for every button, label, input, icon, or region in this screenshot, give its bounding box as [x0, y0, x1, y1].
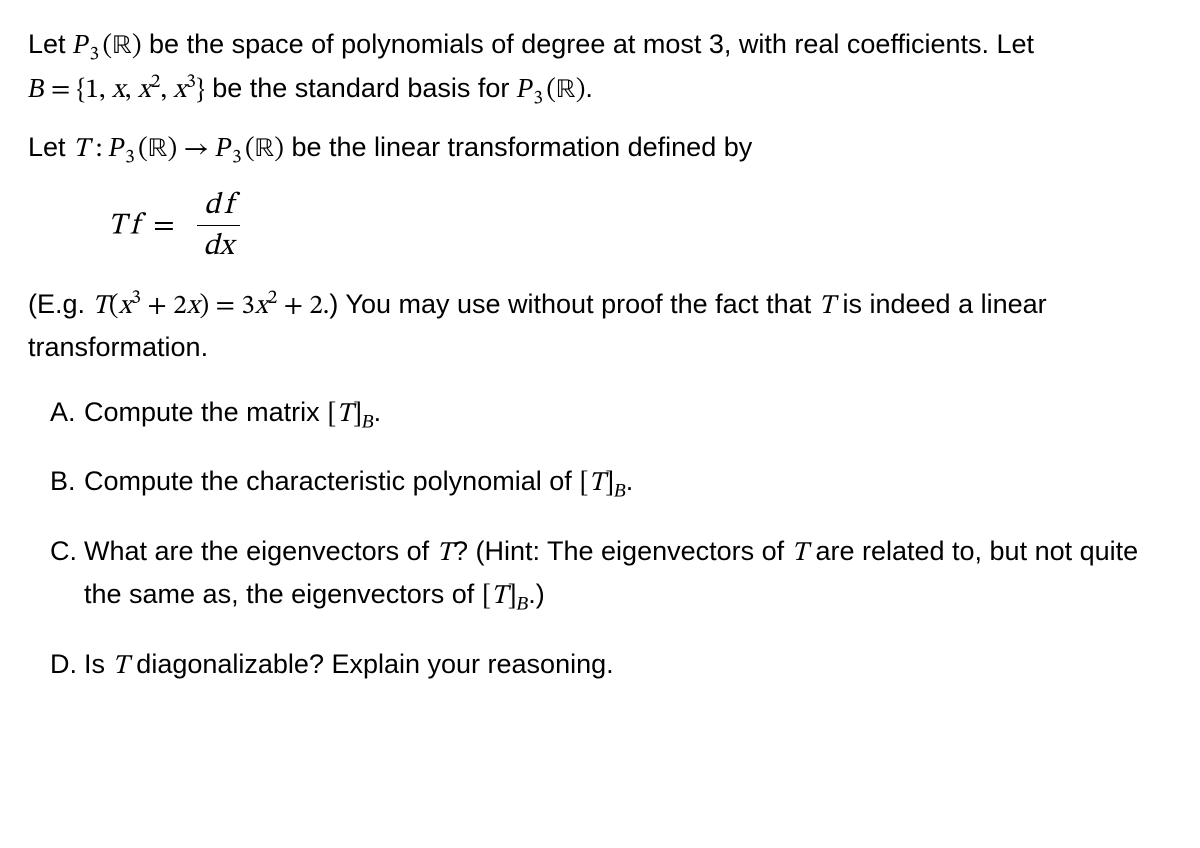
text: be the space of polynomials of degree at… [149, 29, 1034, 59]
text: Compute the matrix [84, 397, 327, 427]
text: ) You may use without proof the fact tha… [329, 289, 818, 319]
math-TB: [T]B [482, 583, 529, 610]
part-d-marker: D. [50, 644, 84, 688]
math-TB: [T]B [579, 470, 626, 497]
part-a-body: Compute the matrix [T]B. [84, 392, 381, 436]
transform-paragraph: Let T : P3 (ℝ) → P3 (ℝ) be the linear tr… [28, 127, 1172, 171]
math-T: T [113, 653, 129, 680]
part-a-marker: A. [50, 392, 84, 436]
text: (E.g. [28, 289, 93, 319]
part-d-body: Is T diagonalizable? Explain your reason… [84, 644, 614, 688]
math-basis-def: B = {1, x, x2, x3} [28, 77, 205, 104]
text: Is [84, 649, 113, 679]
text: ? (Hint: The eigenvectors of [453, 536, 792, 566]
math-example: T(x3 + 2x) = 3x2 + 2. [93, 293, 330, 320]
math-TB: [T]B [327, 401, 374, 428]
math-T: T [437, 540, 453, 567]
math-map: T : P3 (ℝ) → P3 (ℝ) [73, 136, 284, 163]
part-b-body: Compute the characteristic polynomial of… [84, 461, 633, 505]
text: . [626, 466, 634, 496]
part-c: C. What are the eigenvectors of T? (Hint… [50, 531, 1172, 618]
text: Let [28, 29, 73, 59]
text: be the standard basis for [212, 73, 517, 103]
text: be the linear transformation defined by [291, 132, 752, 162]
math-p3r: P3 (ℝ) [73, 33, 141, 60]
text: . [585, 73, 593, 103]
part-d: D. Is T diagonalizable? Explain your rea… [50, 644, 1172, 688]
text: Compute the characteristic polynomial of [84, 466, 579, 496]
math-T: T [819, 293, 835, 320]
math-p3r: P3 (ℝ) [517, 77, 585, 104]
problem-page: Let P3 (ℝ) be the space of polynomials o… [0, 0, 1200, 737]
part-c-body: What are the eigenvectors of T? (Hint: T… [84, 531, 1172, 618]
text: Let [28, 132, 73, 162]
part-b: B. Compute the characteristic polynomial… [50, 461, 1172, 505]
math-T: T [792, 540, 808, 567]
part-a: A. Compute the matrix [T]B. [50, 392, 1172, 436]
text: . [374, 397, 382, 427]
intro-paragraph: Let P3 (ℝ) be the space of polynomials o… [28, 24, 1172, 111]
example-paragraph: (E.g. T(x3 + 2x) = 3x2 + 2.) You may use… [28, 284, 1172, 368]
parts-list: A. Compute the matrix [T]B. B. Compute t… [50, 392, 1172, 688]
text: diagonalizable? Explain your reasoning. [129, 649, 614, 679]
text: .) [528, 579, 545, 609]
part-b-marker: B. [50, 461, 84, 505]
part-c-marker: C. [50, 531, 84, 618]
eqn-lhs: T f = [108, 211, 189, 241]
display-equation: T f = d f dx [108, 187, 1172, 264]
text: What are the eigenvectors of [84, 536, 437, 566]
eqn-fraction: d f dx [197, 187, 240, 264]
